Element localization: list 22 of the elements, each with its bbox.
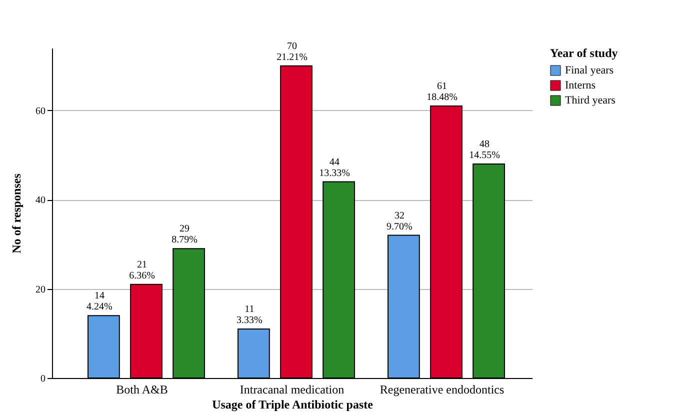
data-label: 21 6.36% [129, 259, 155, 282]
y-tick-label: 0 [40, 374, 46, 384]
y-axis-title: No of responses [10, 173, 24, 254]
x-axis-title: Usage of Triple Antibiotic paste [212, 398, 374, 412]
x-tick-label: Both A&B [116, 382, 168, 396]
data-label: 29 8.79% [172, 224, 198, 246]
data-label: 61 18.48% [426, 80, 458, 103]
data-label: 44 13.33% [319, 156, 350, 179]
legend-label: Interns [565, 80, 596, 92]
x-tick-label: Intracanal medication [240, 382, 344, 396]
data-label: 48 14.55% [469, 138, 500, 161]
x-tick-label: Regenerative endodontics [380, 382, 504, 396]
y-tick-label: 20 [36, 284, 46, 296]
data-label: 70 21.21% [276, 40, 308, 63]
data-label: 32 9.70% [386, 210, 412, 232]
y-tick-label: 60 [36, 106, 46, 117]
data-label: 14 4.24% [86, 290, 112, 313]
legend-label: Final years [565, 64, 614, 76]
data-label: 11 3.33% [236, 304, 262, 326]
legend-label: Third years [565, 94, 616, 106]
y-tick-label: 40 [36, 195, 46, 206]
legend-title: Year of study [550, 46, 618, 60]
